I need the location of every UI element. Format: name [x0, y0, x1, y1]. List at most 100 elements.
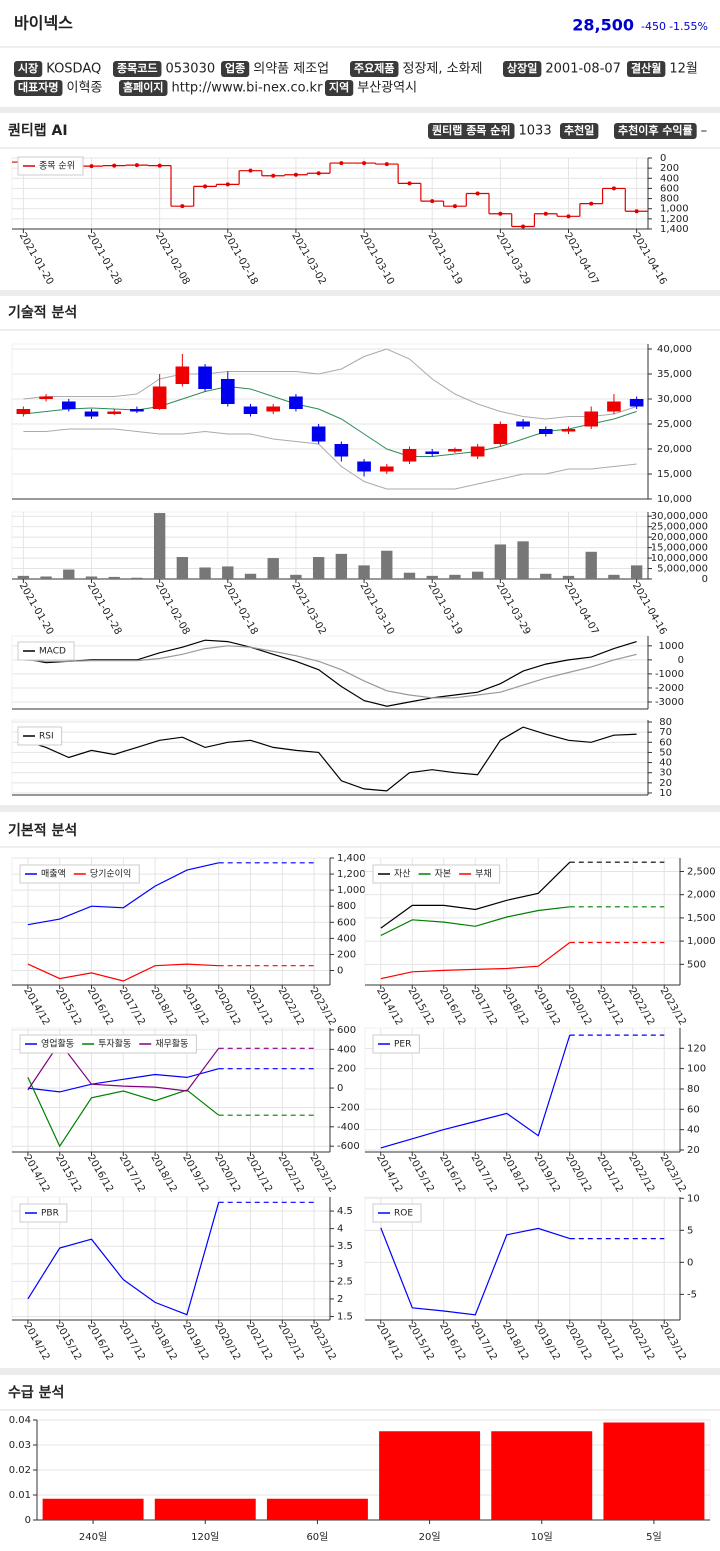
- series-line: [380, 1034, 571, 1149]
- bar: [517, 541, 529, 579]
- candle-body: [402, 449, 417, 462]
- badge: [14, 61, 43, 77]
- y-tick-label: 600: [337, 917, 356, 928]
- y-tick-label: 30,000: [657, 394, 692, 405]
- point: [543, 211, 548, 216]
- badge: [350, 61, 399, 77]
- legend-label: 자본: [435, 869, 452, 880]
- y-tick-label: 2: [337, 1294, 343, 1305]
- series-line: [27, 862, 219, 926]
- point: [498, 211, 503, 216]
- y-tick-label: 400: [660, 173, 679, 184]
- point: [180, 204, 185, 209]
- series-line: [380, 906, 570, 937]
- bar: [312, 557, 325, 579]
- bar: [267, 558, 279, 579]
- y-tick-label: 1,000: [337, 885, 366, 896]
- y-tick-label: 1,000: [660, 204, 689, 215]
- legend-label: PER: [394, 1040, 411, 1050]
- candle-body: [130, 409, 144, 412]
- plot-area: [11, 343, 649, 500]
- y-tick-label: 0: [337, 1083, 343, 1094]
- y-tick-label: -600: [337, 1141, 360, 1152]
- candle-body: [493, 424, 508, 444]
- x-tick-label: 120일: [191, 1531, 219, 1543]
- badge-label: 결산월: [631, 61, 661, 75]
- y-tick-label: 15,000,000: [651, 543, 708, 554]
- y-tick-label: 1,200: [660, 214, 689, 225]
- bar: [266, 1498, 368, 1520]
- point: [452, 204, 457, 209]
- badge-label: 대표자명: [18, 80, 58, 94]
- y-tick-label: 2.5: [337, 1276, 353, 1287]
- badge-value: 053030: [165, 62, 215, 77]
- legend: PER: [372, 1034, 420, 1054]
- candle-body: [379, 466, 394, 472]
- series-line: [23, 726, 637, 792]
- bar: [63, 569, 75, 579]
- badge-label: 지역: [329, 80, 349, 94]
- badge: [221, 61, 250, 77]
- bar: [108, 576, 120, 579]
- point: [430, 199, 435, 204]
- y-tick-label: 0.01: [9, 1490, 31, 1501]
- candle-body: [175, 366, 190, 384]
- point: [157, 163, 162, 168]
- point: [271, 173, 276, 178]
- candle-body: [561, 429, 576, 432]
- candle-body: [425, 451, 440, 454]
- y-tick-label: 2,500: [687, 866, 716, 877]
- series-line: [27, 1068, 219, 1093]
- badge-value: –: [701, 124, 708, 139]
- bar: [17, 575, 30, 579]
- badge-label: 홈페이지: [123, 80, 163, 94]
- legend-label: PBR: [41, 1209, 59, 1219]
- legend-label: 종목 순위: [39, 161, 75, 172]
- badge-label: 업종: [225, 62, 245, 75]
- y-tick-label: 200: [337, 1064, 356, 1075]
- bar: [494, 544, 507, 579]
- y-tick-label: 800: [337, 901, 356, 912]
- y-tick-label: 600: [337, 1025, 356, 1036]
- y-tick-label: 1,400: [660, 224, 689, 235]
- x-tick-label: 60일: [306, 1531, 328, 1543]
- y-tick-label: 10: [687, 1193, 700, 1204]
- plot-area: [11, 719, 649, 796]
- y-tick-label: 50: [659, 747, 672, 758]
- x-tick-label: 240일: [79, 1531, 107, 1543]
- candle-body: [16, 409, 31, 414]
- candle-body: [516, 421, 530, 427]
- bar: [176, 557, 189, 579]
- y-tick-label: -3000: [655, 697, 684, 708]
- candle-body: [470, 446, 485, 457]
- point: [566, 214, 571, 219]
- y-tick-label: 1.5: [337, 1311, 353, 1322]
- legend-label: MACD: [39, 647, 66, 657]
- point: [521, 224, 526, 229]
- y-tick-label: 60: [659, 737, 672, 748]
- badge-value: 이혁종: [66, 81, 102, 96]
- legend-box: [372, 864, 501, 884]
- y-tick-label: 10: [659, 788, 672, 799]
- legend: 영업활동 투자활동 재무활동: [19, 1034, 197, 1054]
- badge-label: 종목코드: [117, 62, 157, 75]
- price-change: -450: [641, 20, 666, 33]
- point: [589, 201, 594, 206]
- bar: [335, 553, 348, 579]
- y-tick-label: 100: [687, 1064, 706, 1075]
- badge: [325, 80, 354, 96]
- y-tick-label: 400: [337, 1044, 356, 1055]
- candle-body: [584, 411, 599, 427]
- y-tick-label: -200: [337, 1102, 360, 1113]
- bar: [85, 576, 98, 579]
- y-tick-label: 80: [687, 1084, 700, 1095]
- legend-label: 영업활동: [41, 1038, 74, 1050]
- y-tick-label: 10,000,000: [651, 553, 708, 564]
- y-tick-label: 80: [659, 717, 672, 728]
- candle-body: [629, 399, 644, 407]
- y-tick-label: 800: [660, 194, 679, 205]
- legend-box: [17, 156, 84, 176]
- legend: 자산 자본 부채: [372, 864, 501, 884]
- bar: [40, 576, 52, 579]
- bar: [381, 550, 393, 579]
